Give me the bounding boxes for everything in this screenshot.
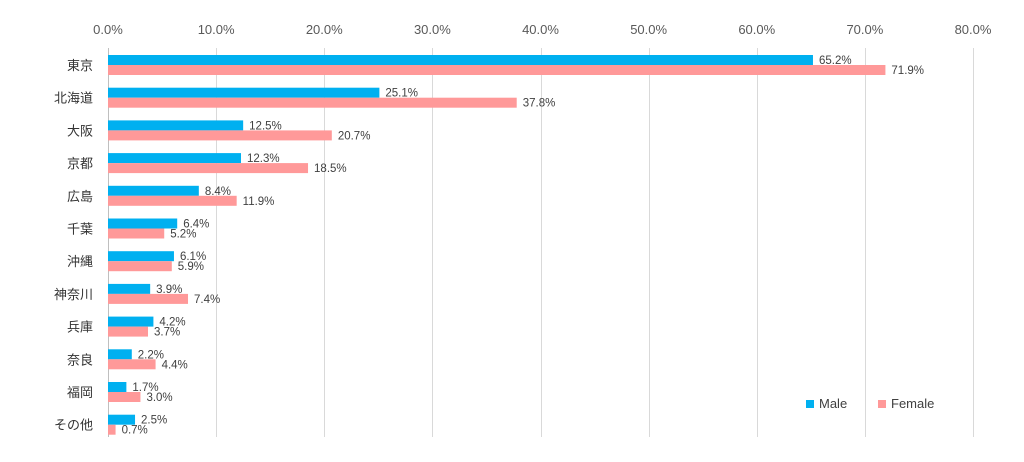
data-label-female: 11.9%	[243, 196, 275, 208]
data-label-male: 65.2%	[819, 55, 852, 67]
y-category-label: 北海道	[54, 92, 93, 107]
bar-female	[108, 424, 116, 435]
y-category-label: 兵庫	[67, 321, 93, 336]
x-tick-label: 70.0%	[846, 22, 883, 37]
bar-male	[108, 87, 380, 98]
y-category-label: 東京	[67, 58, 93, 74]
data-label-male: 8.4%	[205, 186, 231, 198]
bar-female	[108, 228, 165, 239]
data-label-male: 2.5%	[141, 415, 167, 427]
data-label-male: 2.2%	[138, 349, 164, 361]
data-label-female: 5.2%	[170, 229, 196, 241]
x-tick-label: 50.0%	[630, 22, 667, 37]
data-label-female: 3.7%	[154, 327, 180, 339]
data-label-male: 6.1%	[180, 251, 206, 263]
y-category-label: 福岡	[67, 386, 93, 401]
bar-female	[108, 195, 237, 206]
y-category-label: 奈良	[67, 352, 93, 368]
y-category-label: 広島	[67, 190, 93, 205]
bar-male	[108, 185, 199, 196]
x-tick-label: 10.0%	[198, 22, 235, 37]
bar-female	[108, 326, 149, 337]
bar-female	[108, 130, 332, 141]
bar-male	[108, 414, 136, 425]
legend-label-female: Female	[891, 396, 934, 411]
x-tick-label: 30.0%	[414, 22, 451, 37]
bar-male	[108, 55, 813, 65]
data-label-male: 12.5%	[249, 120, 282, 132]
data-label-female: 18.5%	[314, 163, 347, 175]
y-category-label: 神奈川	[54, 288, 93, 303]
bars	[108, 55, 886, 435]
bar-male	[108, 316, 154, 327]
bar-male	[108, 153, 241, 164]
data-label-male: 25.1%	[385, 88, 418, 100]
y-category-label: 京都	[67, 157, 93, 172]
data-label-female: 5.9%	[178, 261, 204, 273]
y-category-label: 沖縄	[67, 255, 93, 270]
x-tick-label: 0.0%	[93, 22, 123, 37]
data-label-female: 4.4%	[162, 359, 188, 371]
legend-label-male: Male	[819, 396, 847, 411]
x-tick-label: 40.0%	[522, 22, 559, 37]
bar-female	[108, 293, 189, 304]
x-tick-label: 60.0%	[738, 22, 775, 37]
data-label-male: 12.3%	[247, 153, 280, 165]
bar-female	[108, 392, 141, 402]
bar-male	[108, 349, 132, 360]
data-label-female: 3.0%	[146, 392, 172, 404]
legend-swatch-male	[806, 400, 814, 408]
data-labels: 65.2% 71.9% 25.1% 37.8% 12.5% 20.7% 12.3% 18.5%…	[122, 55, 924, 437]
data-label-female: 37.8%	[523, 98, 556, 110]
data-label-female: 71.9%	[891, 65, 924, 77]
data-label-male: 1.7%	[132, 382, 158, 394]
data-label-female: 0.7%	[122, 425, 148, 437]
y-category-label: 大阪	[67, 124, 93, 139]
legend: Male Female	[806, 396, 934, 411]
bar-male	[108, 283, 151, 294]
data-label-male: 3.9%	[156, 284, 182, 296]
legend-swatch-female	[878, 400, 886, 408]
bar-male	[108, 120, 244, 131]
data-label-male: 6.4%	[183, 219, 209, 231]
x-tick-label: 80.0%	[955, 22, 992, 37]
bar-female	[108, 97, 517, 108]
bar-male	[108, 382, 127, 392]
data-label-female: 20.7%	[338, 130, 371, 142]
data-label-female: 7.4%	[194, 294, 220, 306]
x-axis-tick-labels: 0.0% 10.0% 20.0% 30.0% 40.0% 50.0% 60.0% 70.0% 8…	[93, 22, 992, 37]
bar-female	[108, 261, 172, 272]
y-category-label: その他	[54, 419, 93, 434]
x-tick-label: 20.0%	[306, 22, 343, 37]
bar-male	[108, 251, 174, 262]
data-label-male: 4.2%	[159, 317, 185, 329]
bar-female	[108, 65, 886, 75]
bar-female	[108, 163, 309, 174]
gridlines	[108, 48, 974, 437]
bar-female	[108, 359, 156, 370]
bar-male	[108, 218, 178, 229]
y-category-label: 千葉	[67, 223, 93, 238]
